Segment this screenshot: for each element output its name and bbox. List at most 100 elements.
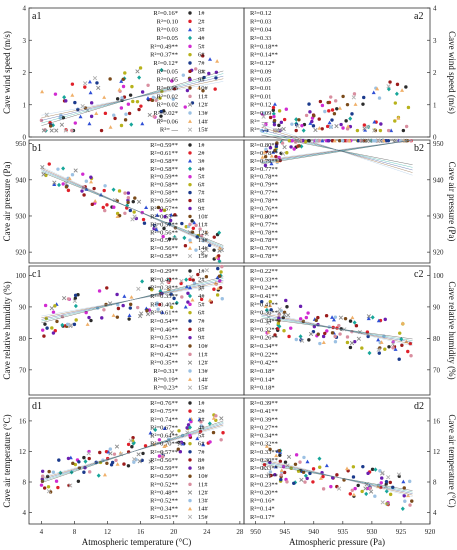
panel-frame-d2: [243, 397, 431, 525]
legend-station-label: 5#: [198, 301, 205, 308]
data-point-c1: [150, 277, 155, 282]
data-point-b2: [280, 141, 285, 145]
data-point-c2: [352, 320, 357, 325]
data-point-a1: [78, 114, 83, 119]
data-point-c1: [172, 296, 176, 301]
data-point-c1: [217, 274, 222, 278]
data-point-d1: [105, 461, 109, 465]
data-point-a1: [129, 122, 134, 127]
r2-label-d1: R²=0.51**: [150, 514, 178, 521]
data-point-c2: [284, 298, 288, 303]
data-point-d2: [368, 489, 374, 494]
legend-marker: [188, 369, 192, 373]
data-point-c2: [285, 305, 289, 309]
r2-label-c2: R²=0.24**: [250, 285, 278, 292]
data-point-a1: [123, 71, 127, 75]
data-point-a2: [329, 95, 333, 99]
data-point-b2: [269, 161, 274, 166]
data-point-c1: [135, 305, 140, 310]
data-point-c2: [378, 346, 382, 350]
data-point-a2: [308, 121, 313, 125]
data-point-b1: [194, 248, 198, 252]
data-point-a2: [311, 124, 316, 128]
y-tick-label-right: 80: [433, 335, 441, 343]
legend-station-label: 10#: [198, 343, 209, 350]
data-point-c1: [89, 318, 93, 323]
data-point-c2: [348, 319, 353, 323]
data-point-d1: [157, 454, 162, 458]
data-point-c1: [85, 322, 90, 326]
r2-label-d1: R²=0.70**: [150, 441, 178, 448]
y-axis-label-right: Cave air pressure (Pa): [447, 162, 457, 242]
data-point-a2: [330, 118, 334, 122]
legend-station-label: 11#: [198, 351, 208, 358]
data-point-c2: [308, 331, 314, 337]
data-point-a2: [361, 102, 365, 106]
data-point-d1: [214, 414, 218, 418]
r2-label-b2: R²=0.77**: [250, 166, 278, 173]
legend-station-label: 2#: [198, 18, 205, 25]
legend-station-label: 15#: [198, 253, 209, 260]
legend-station-label: 14#: [198, 376, 209, 383]
data-point-a2: [262, 111, 266, 115]
data-point-b1: [101, 205, 105, 210]
data-point-b1: [191, 226, 196, 230]
y-tick-label: 12: [19, 448, 27, 456]
data-point-d2: [321, 474, 325, 479]
legend-marker: [187, 127, 193, 132]
data-point-d1: [143, 444, 148, 448]
legend-station-label: 1#: [198, 142, 205, 149]
data-point-c1: [166, 287, 171, 292]
legend-marker: [188, 285, 192, 290]
data-point-d2: [329, 484, 333, 489]
data-point-b1: [103, 184, 107, 188]
legend-marker: [188, 352, 192, 357]
data-point-a2: [362, 95, 366, 100]
data-point-d2: [350, 488, 354, 492]
data-point-b1: [182, 235, 187, 241]
legend-station-label: 7#: [198, 449, 205, 456]
data-point-d1: [73, 462, 78, 467]
data-point-b2: [386, 139, 391, 143]
data-point-a1: [40, 89, 45, 94]
legend-marker: [188, 506, 192, 511]
data-point-a1: [139, 104, 143, 108]
data-point-b2: [381, 138, 386, 143]
legend-marker: [188, 417, 192, 421]
data-point-a2: [272, 114, 276, 119]
legend-marker: [188, 238, 192, 242]
data-point-a2: [341, 94, 345, 99]
data-point-a2: [393, 119, 397, 123]
data-point-a2: [277, 123, 281, 128]
r2-label-d1: R²=0.75**: [150, 408, 178, 415]
r2-label-a2: R²= —: [250, 127, 269, 134]
data-point-d1: [68, 483, 73, 488]
r2-label-a1: R²=0.05: [157, 77, 178, 84]
data-point-b1: [163, 214, 167, 219]
data-point-a2: [271, 111, 276, 117]
legend-station-label: 6#: [198, 182, 205, 189]
r2-label-d2: R²=0.39**: [250, 416, 278, 423]
data-point-d2: [361, 464, 365, 469]
data-point-a1: [185, 88, 190, 93]
data-point-a1: [95, 81, 99, 85]
r2-label-d2: R²=0.20**: [250, 489, 278, 496]
y-tick-label-right: 16: [433, 417, 441, 425]
data-point-d2: [384, 479, 389, 484]
legend-marker: [188, 44, 192, 49]
data-point-a2: [312, 114, 316, 118]
data-point-c1: [53, 304, 57, 308]
data-point-c1: [122, 294, 127, 298]
r2-label-c2: R²=0.36**: [250, 310, 278, 317]
data-point-c2: [321, 334, 326, 339]
data-point-c2: [282, 312, 287, 317]
data-point-a2: [320, 103, 325, 108]
data-point-a2: [351, 95, 356, 100]
r2-label-c2: R²=0.34**: [250, 343, 278, 350]
data-point-d1: [207, 421, 212, 426]
data-point-d2: [363, 486, 368, 491]
data-point-c2: [314, 318, 318, 323]
data-point-d2: [353, 486, 357, 491]
r2-label-b1: R²=0.58**: [150, 190, 178, 197]
data-point-b1: [61, 182, 65, 186]
